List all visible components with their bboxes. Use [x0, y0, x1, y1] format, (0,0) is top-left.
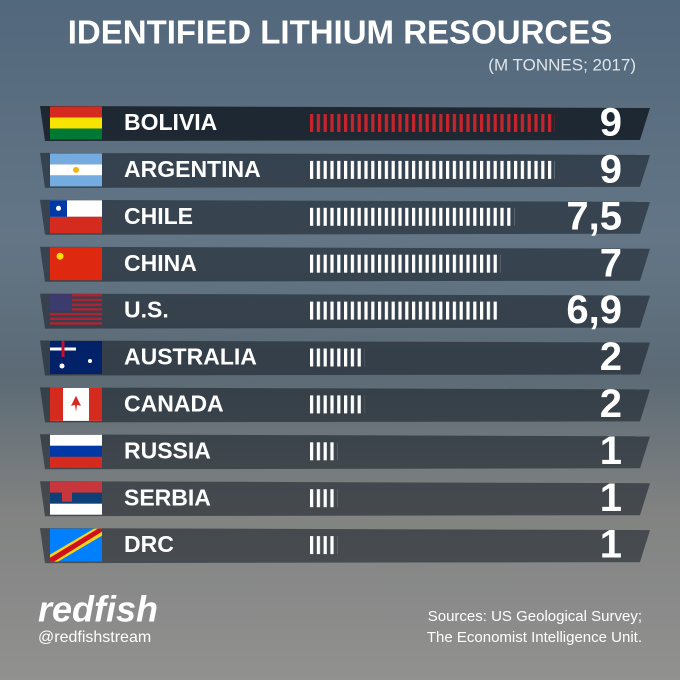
flag	[50, 528, 102, 562]
bar	[310, 254, 501, 273]
flag	[50, 200, 102, 234]
bar	[310, 489, 338, 508]
country-label: CANADA	[124, 390, 224, 416]
row-stroke	[40, 434, 650, 470]
bar	[310, 301, 498, 320]
value-label: 9	[600, 147, 622, 191]
flag	[50, 247, 102, 281]
flag	[50, 106, 102, 140]
flag	[50, 434, 102, 468]
country-label: U.S.	[124, 297, 169, 323]
handle: @redfishstream	[38, 629, 151, 646]
value-label: 1	[600, 523, 622, 567]
flag	[50, 481, 102, 515]
value-label: 1	[600, 476, 622, 520]
bar	[310, 536, 338, 555]
value-label: 9	[600, 101, 622, 145]
row-stroke	[40, 481, 650, 517]
subtitle: (M TONNES; 2017)	[488, 55, 636, 74]
country-label: BOLIVIA	[124, 109, 217, 135]
value-label: 2	[600, 382, 622, 426]
country-label: SERBIA	[124, 484, 211, 510]
bar	[310, 207, 515, 226]
source-line: The Economist Intelligence Unit.	[427, 629, 642, 646]
brand: redfish	[38, 589, 158, 630]
country-label: CHILE	[124, 203, 193, 229]
country-label: CHINA	[124, 250, 197, 276]
bar	[310, 442, 338, 461]
value-label: 7	[600, 241, 622, 285]
country-label: RUSSIA	[124, 437, 211, 463]
bar	[310, 160, 555, 179]
flag	[50, 294, 102, 325]
bar	[310, 395, 365, 414]
value-label: 7,5	[566, 194, 622, 238]
title: IDENTIFIED LITHIUM RESOURCES	[68, 14, 613, 51]
value-label: 2	[600, 335, 622, 379]
source-line: Sources: US Geological Survey;	[428, 608, 642, 625]
flag	[50, 153, 102, 187]
bar	[310, 114, 555, 132]
flag	[50, 341, 102, 374]
country-label: DRC	[124, 531, 174, 557]
country-label: AUSTRALIA	[124, 344, 257, 370]
value-label: 6,9	[566, 288, 622, 332]
row-stroke	[40, 528, 650, 564]
flag	[50, 387, 102, 421]
bar	[310, 348, 365, 367]
value-label: 1	[600, 429, 622, 473]
country-label: ARGENTINA	[124, 156, 261, 182]
